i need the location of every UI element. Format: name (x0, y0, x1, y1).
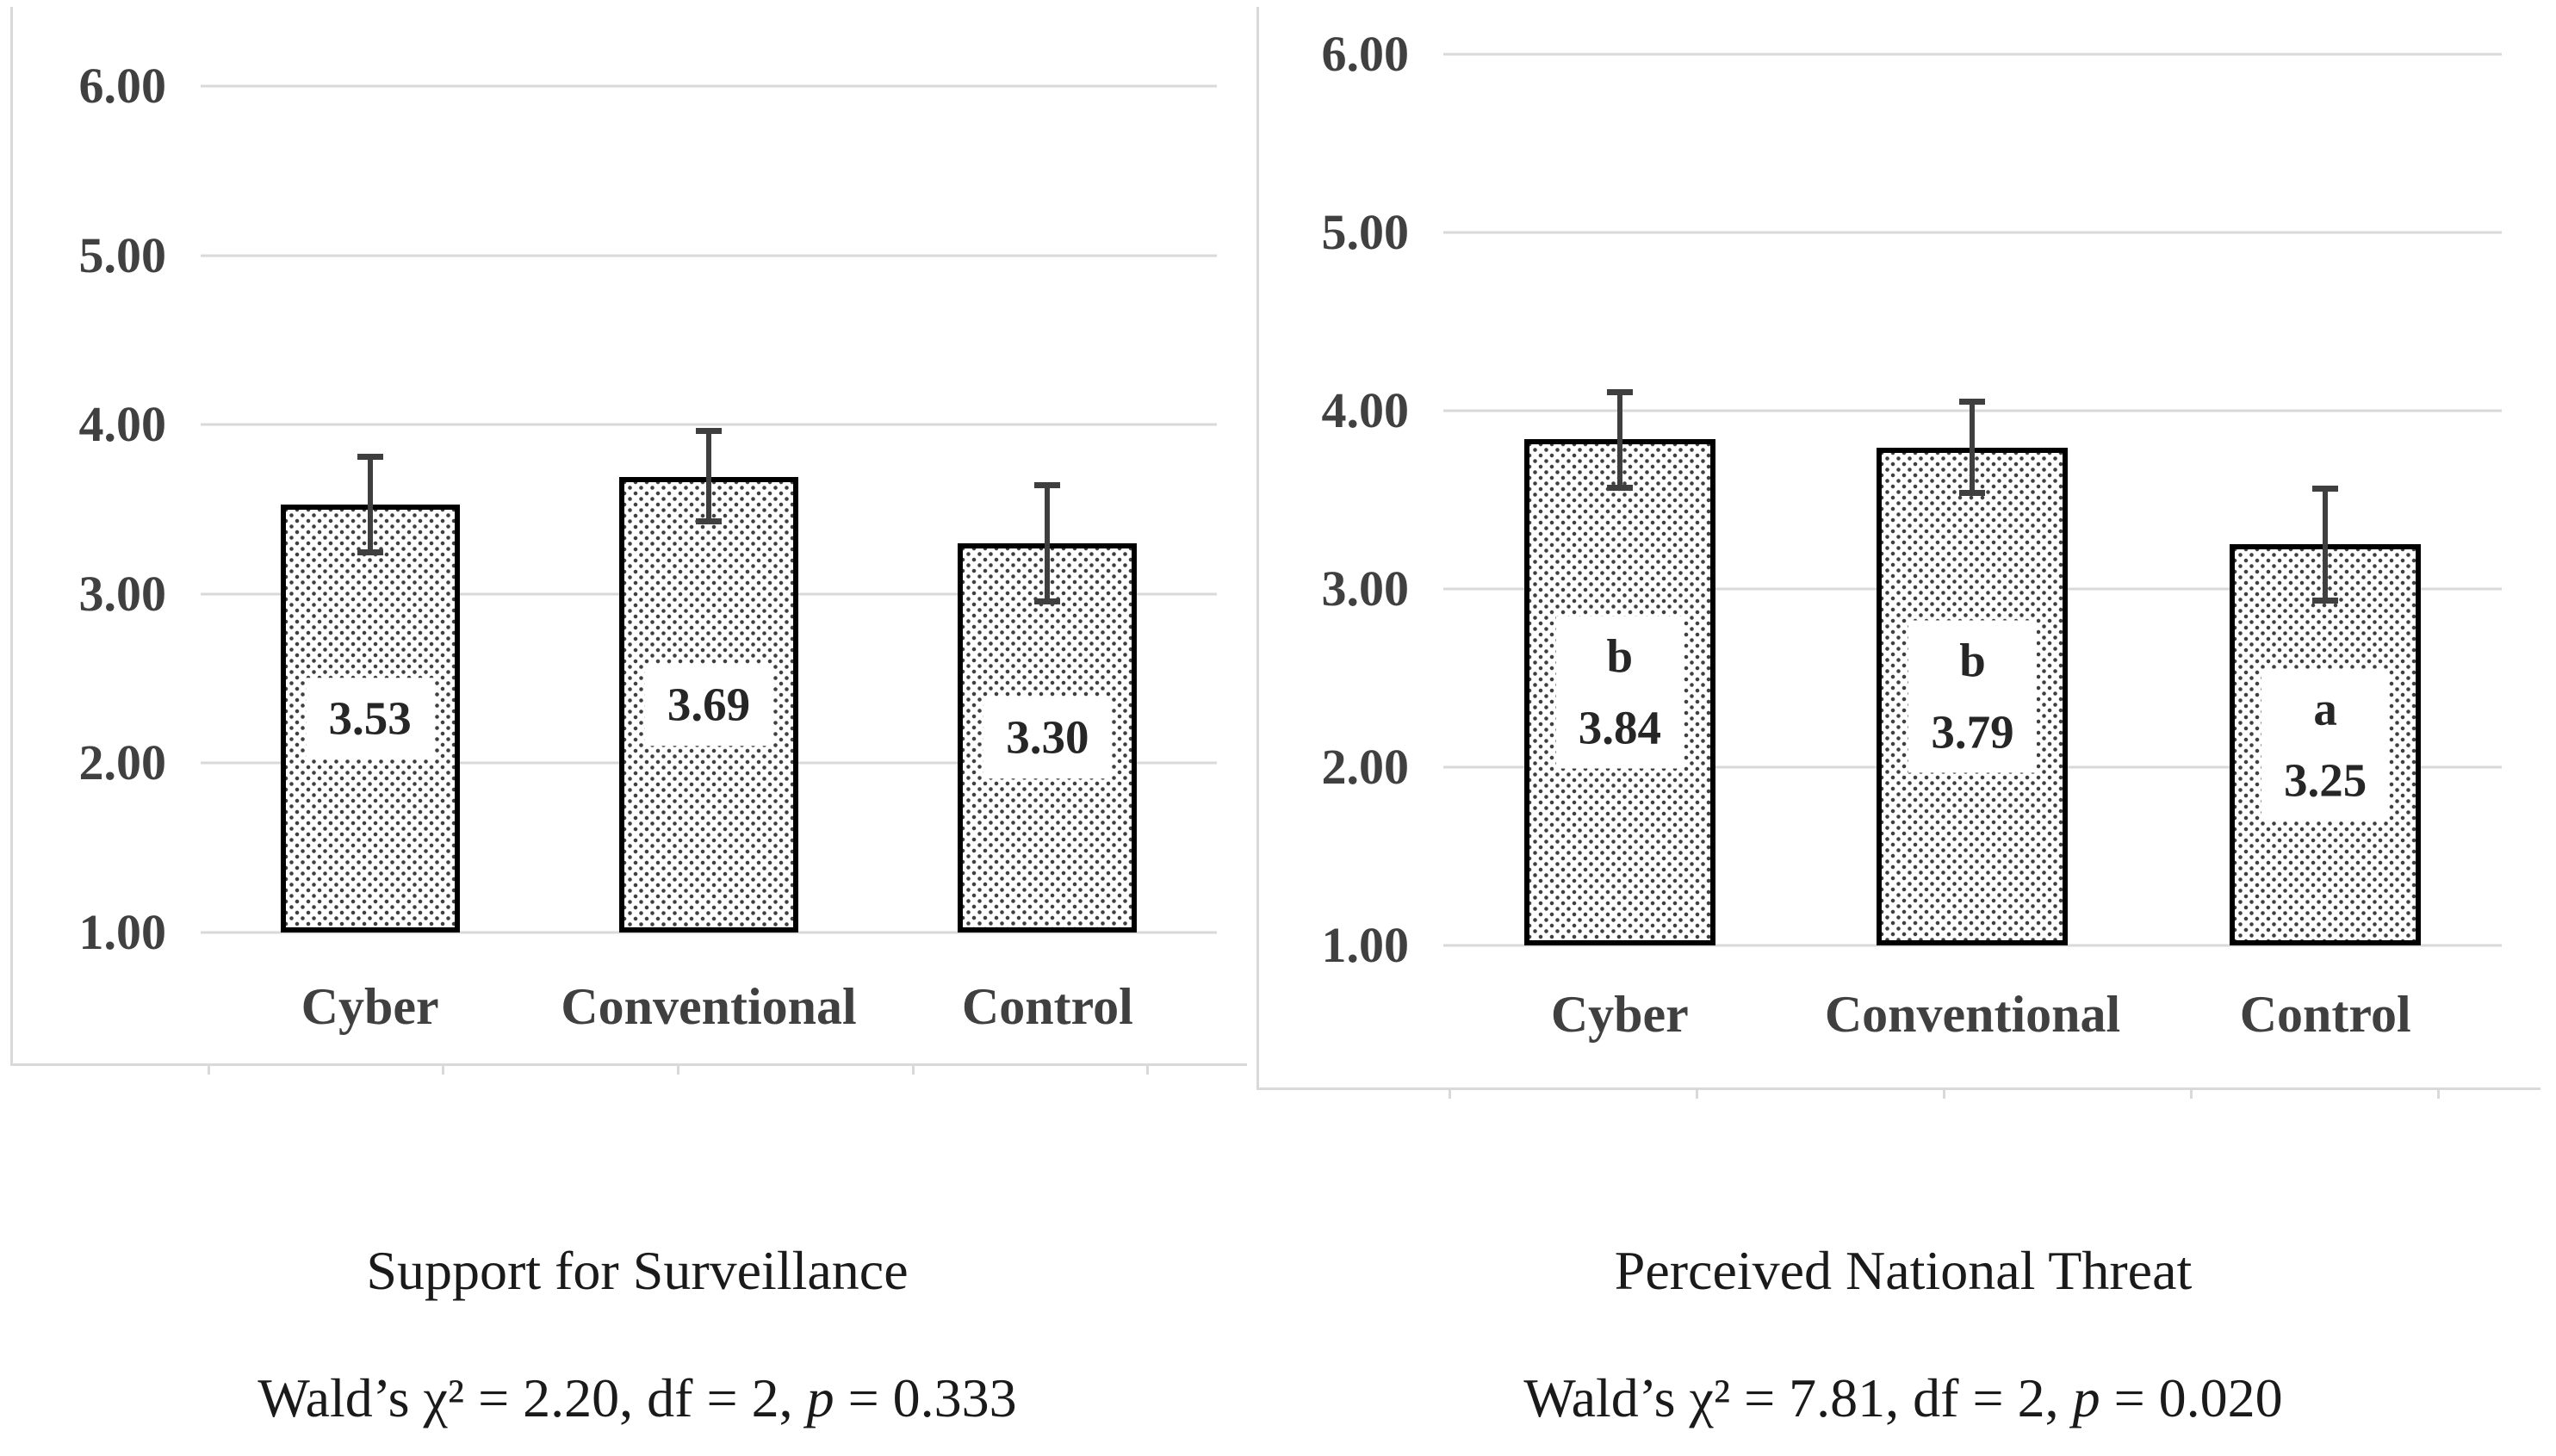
bar-value-text: 3.79 (1931, 705, 2014, 759)
stats-p-symbol: p (806, 1367, 834, 1428)
bar-value-label: 3.53 (306, 678, 434, 759)
y-axis-tick-label: 6.00 (78, 58, 167, 114)
bar-column: a 3.25 (2149, 54, 2502, 945)
error-bar-cap-top (2312, 485, 2339, 492)
y-axis-tick-label: 2.00 (78, 734, 167, 791)
category-label: Conventional (1824, 986, 2121, 1043)
axis-tick (2437, 1087, 2440, 1099)
y-axis-tick-label: 5.00 (78, 226, 167, 283)
chart-title: Support for Surveillance (366, 1240, 909, 1301)
y-axis-tick-label: 3.00 (1321, 561, 1410, 616)
gridline (201, 84, 1217, 88)
plot-area: 6.00 5.00 4.00 3.00 2.00 1.00 b 3.84 b 3.79 a 3.25 (1322, 29, 2502, 970)
error-bar-cap-top (1606, 389, 1633, 396)
category-label: Cyber (1550, 986, 1689, 1043)
error-bar-stem (705, 428, 711, 525)
bar-value-text: 3.53 (328, 691, 412, 745)
error-bar-cap-top (357, 453, 383, 460)
bar-value-label: b 3.84 (1555, 616, 1684, 769)
chart-stats: Wald’s χ² = 7.81, df = 2, p = 0.020 (1387, 1366, 2420, 1432)
bar-column: 3.30 (878, 86, 1217, 932)
stats-text: Wald’s χ² = 7.81, df = 2, (1523, 1367, 2073, 1428)
axis-tick (442, 1063, 444, 1075)
y-axis-tick-label: 6.00 (1321, 26, 1410, 82)
gridline (1443, 231, 2502, 234)
category-label: Control (961, 978, 1133, 1035)
bar-value-label: 3.30 (983, 697, 1112, 779)
error-bar-stem (1970, 398, 1976, 497)
y-axis-tick-label: 3.00 (78, 565, 167, 622)
axis-tick (1449, 1087, 1451, 1099)
error-bar-cap-bottom (357, 548, 383, 555)
error-bar-cap-top (695, 428, 722, 435)
plot-area: 6.00 5.00 4.00 3.00 2.00 1.00 3.53 3.69 3.30 (79, 61, 1217, 957)
axis-tick (912, 1063, 915, 1075)
gridline (201, 931, 1217, 934)
bar-column: b 3.79 (1796, 54, 2150, 945)
y-axis-tick-label: 2.00 (1321, 739, 1410, 795)
error-bar-cap-bottom (1959, 490, 1986, 497)
chart-title: Perceived National Threat (1614, 1240, 2193, 1301)
y-axis-tick-label: 4.00 (78, 396, 167, 453)
bar-value-text: 3.25 (2284, 753, 2367, 807)
sig-letter: a (2313, 682, 2337, 735)
error-bar-cap-bottom (2312, 597, 2339, 604)
gridline (1443, 944, 2502, 947)
stats-text: = 0.333 (834, 1367, 1017, 1428)
category-label: Conventional (561, 978, 857, 1035)
error-bar-stem (1616, 389, 1622, 492)
sig-letter: b (1959, 634, 1986, 687)
sig-letter: b (1606, 629, 1634, 683)
axis-tick (677, 1063, 679, 1075)
chart-stats: Wald’s χ² = 2.20, df = 2, p = 0.333 (121, 1366, 1154, 1432)
error-bar-stem (2323, 485, 2329, 604)
y-axis-tick-label: 1.00 (78, 904, 167, 960)
error-bar-cap-bottom (1034, 598, 1061, 604)
y-axis-tick-label: 1.00 (1321, 917, 1410, 973)
bar-column: 3.53 (201, 86, 539, 932)
bar-column: b 3.84 (1443, 54, 1796, 945)
bar-value-label: b 3.79 (1908, 620, 2037, 773)
bar-value-text: 3.84 (1578, 701, 1661, 754)
bar-value-label: a 3.25 (2261, 668, 2390, 821)
stats-text: Wald’s χ² = 2.20, df = 2, (257, 1367, 807, 1428)
axis-tick (1146, 1063, 1149, 1075)
axis-tick (1943, 1087, 1945, 1099)
bar-value-text: 3.30 (1006, 710, 1089, 764)
category-axis: Cyber Conventional Control (201, 970, 1217, 1043)
gridline (201, 254, 1217, 257)
axis-tick (2190, 1087, 2193, 1099)
chart-panel-support-for-surveillance: 6.00 5.00 4.00 3.00 2.00 1.00 3.53 3.69 3.30 Cyb… (10, 7, 1247, 1075)
error-bar-stem (1045, 482, 1051, 604)
axis-tick (1696, 1087, 1698, 1099)
error-bar-cap-top (1034, 482, 1061, 489)
error-bar-cap-bottom (1606, 485, 1633, 492)
chart-panel-perceived-national-threat: 6.00 5.00 4.00 3.00 2.00 1.00 b 3.84 b 3.79 a 3.25 … (1256, 7, 2540, 1099)
category-axis: Cyber Conventional Control (1443, 978, 2502, 1050)
bar-value-label: 3.69 (644, 664, 773, 746)
y-axis-tick-label: 4.00 (1321, 382, 1410, 438)
category-label: Control (2239, 986, 2411, 1043)
error-bar-cap-bottom (695, 518, 722, 525)
error-bar-cap-top (1959, 398, 1986, 405)
stats-text: = 0.020 (2100, 1367, 2283, 1428)
bar-value-text: 3.69 (667, 678, 751, 731)
gridline (201, 423, 1217, 426)
y-axis-tick-label: 5.00 (1321, 204, 1410, 260)
bar-column: 3.69 (539, 86, 878, 932)
gridline (1443, 53, 2502, 56)
category-label: Cyber (301, 978, 439, 1035)
axis-tick (208, 1063, 210, 1075)
error-bar-stem (367, 453, 373, 555)
stats-p-symbol: p (2072, 1367, 2100, 1428)
